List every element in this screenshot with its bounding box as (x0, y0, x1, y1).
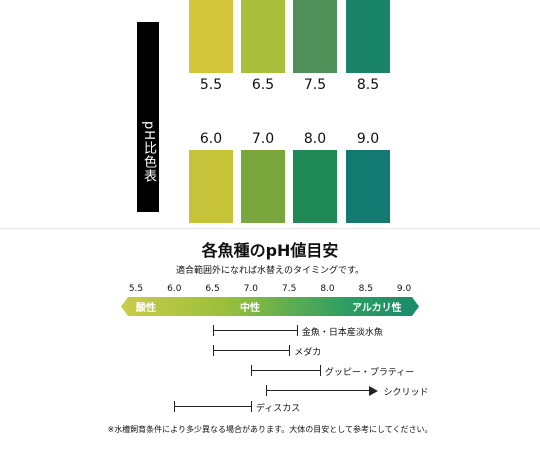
ph-swatch-8.0 (293, 150, 337, 223)
fish-ph-subtitle: 適合範囲外になれば水替えのタイミングです。 (175, 266, 365, 276)
range-max-cap (289, 345, 291, 356)
section-divider (0, 228, 540, 229)
ph-swatch-label: 8.0 (303, 131, 327, 147)
neutral-label: 中性 (240, 303, 260, 314)
species-name: シクリッド (383, 388, 429, 398)
species-range-row: ディスカス (0, 401, 540, 414)
ph-tick-label: 5.5 (128, 284, 144, 294)
species-name: ディスカス (255, 404, 301, 414)
range-arrow-icon (369, 386, 379, 396)
species-range-row: メダカ (0, 345, 540, 358)
species-name: メダカ (294, 348, 322, 358)
species-range-row: シクリッド (0, 385, 540, 398)
ph-swatch-label: 6.5 (251, 77, 275, 93)
range-line (250, 370, 320, 371)
alkaline-label: アルカリ性 (352, 303, 402, 314)
footnote: ※水槽飼育条件により多少異なる場合があります。大体の目安として参考にしてください… (107, 425, 433, 434)
range-max-cap (319, 365, 321, 376)
fish-ph-title: 各魚種のpH値目安 (201, 241, 339, 260)
range-line (266, 390, 374, 391)
range-line (174, 406, 251, 407)
ph-swatch-label: 8.5 (356, 77, 380, 93)
ph-swatch-7.5 (293, 0, 337, 73)
species-range-row: 金魚・日本産淡水魚 (0, 325, 540, 338)
range-max-cap (296, 325, 298, 336)
species-name: グッピー・プラティー (324, 368, 415, 378)
ph-tick-label: 7.0 (243, 284, 259, 294)
ph-tick-label: 8.0 (320, 284, 335, 294)
species-name: 金魚・日本産淡水魚 (301, 328, 383, 338)
ph-gradient-bar (121, 297, 419, 316)
ph-swatch-label: 6.0 (199, 131, 223, 147)
species-range-row: グッピー・プラティー (0, 365, 540, 378)
ph-swatch-6.5 (241, 0, 285, 73)
ph-chart-label-bar (137, 22, 159, 212)
ph-tick-label: 6.5 (205, 284, 220, 294)
ph-tick-label: 8.5 (358, 284, 373, 294)
ph-swatch-9.0 (346, 150, 390, 223)
ph-swatch-label: 7.5 (303, 77, 327, 93)
range-line (212, 350, 290, 351)
ph-swatch-label: 9.0 (356, 131, 380, 147)
ph-tick-label: 9.0 (396, 284, 412, 294)
ph-swatch-6.0 (189, 150, 233, 223)
ph-swatch-label: 5.5 (199, 77, 223, 93)
ph-swatch-7.0 (241, 150, 285, 223)
ph-swatch-5.5 (189, 0, 233, 73)
ph-chart-title: pH比色表 (141, 120, 156, 184)
ph-tick-label: 6.0 (167, 284, 182, 294)
ph-swatch-8.5 (346, 0, 390, 73)
acidic-label: 酸性 (136, 303, 156, 314)
ph-tick-label: 7.5 (282, 284, 297, 294)
range-max-cap (250, 401, 252, 412)
range-line (212, 330, 297, 331)
ph-swatch-label: 7.0 (251, 131, 275, 147)
